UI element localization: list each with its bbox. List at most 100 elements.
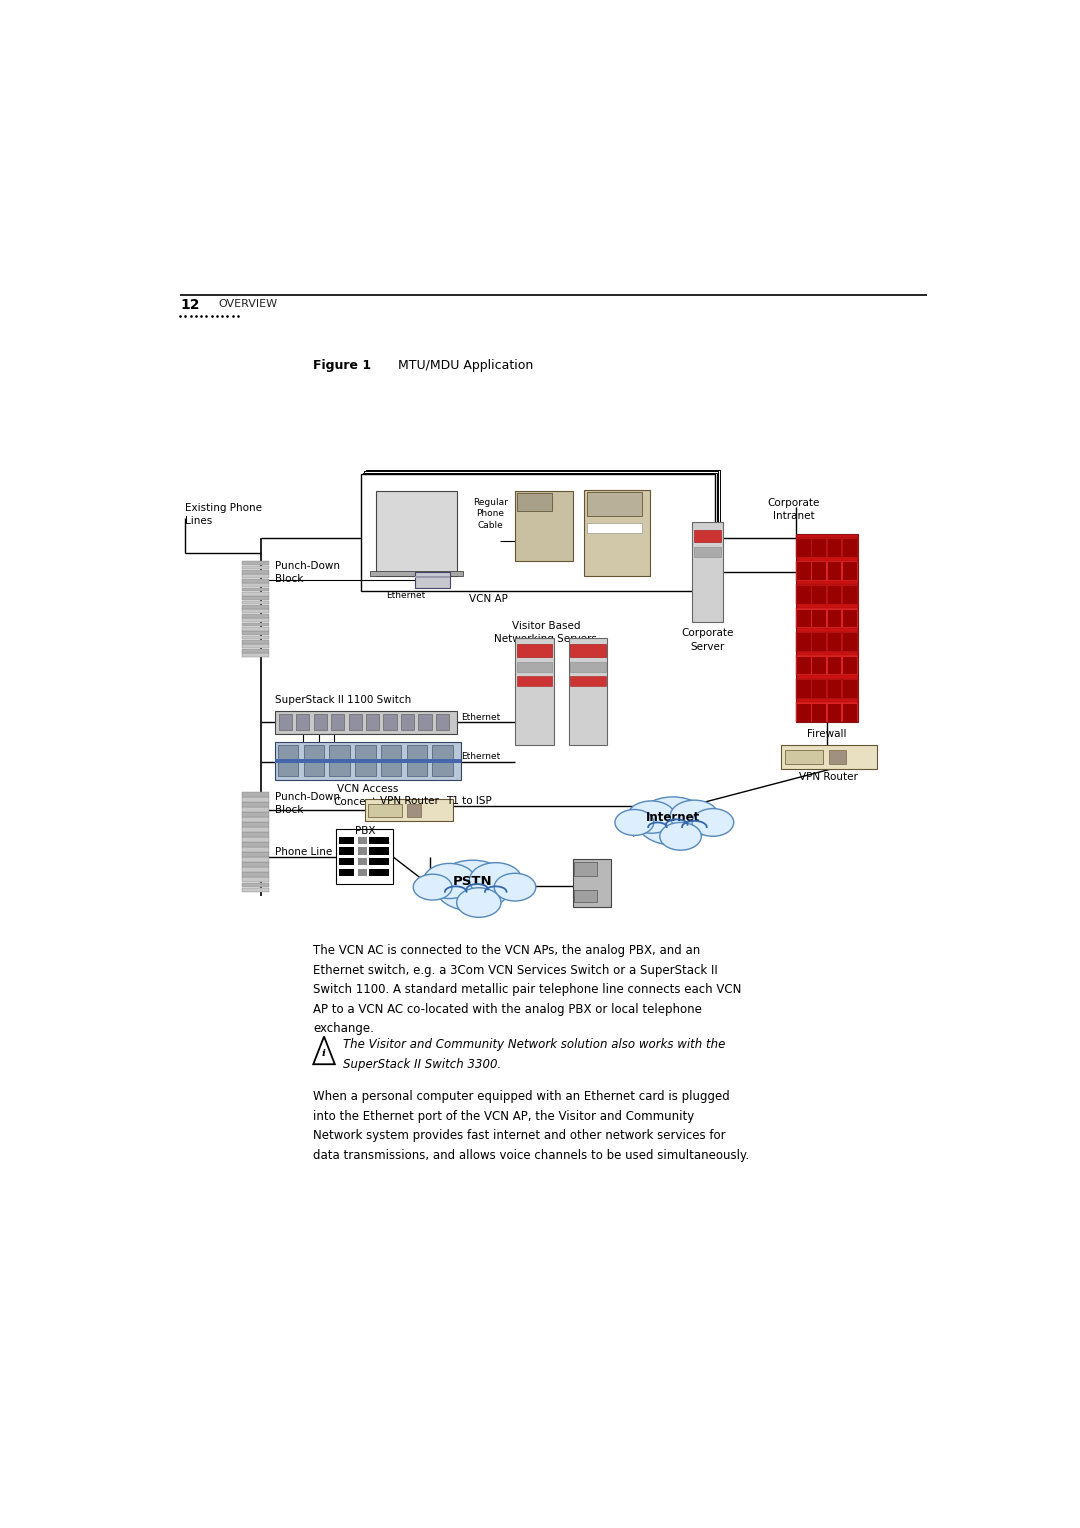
Bar [242,828,269,831]
Bar [242,622,269,626]
Ellipse shape [495,874,536,902]
Bar [366,714,379,730]
Bar [693,530,721,542]
Text: Existing Phone
Lines: Existing Phone Lines [186,503,262,526]
Bar [436,714,449,730]
Text: SuperStack II 1100 Switch: SuperStack II 1100 Switch [274,695,411,706]
Bar [242,848,269,851]
Bar [357,859,366,865]
Bar [572,859,611,908]
Bar [827,562,841,581]
Bar [242,862,269,866]
Bar [516,645,552,657]
Bar [242,584,269,587]
Bar [797,633,811,651]
Bar [357,848,366,854]
Text: Ethernet: Ethernet [386,591,424,601]
Bar [242,842,269,847]
Bar [365,799,454,821]
Bar [279,714,292,730]
Bar [242,813,269,816]
Bar [369,859,390,865]
Bar [406,746,427,776]
Bar [274,759,461,762]
Text: Phone Line: Phone Line [274,847,332,857]
Bar [797,539,811,556]
Ellipse shape [660,822,701,850]
Text: VPN Router: VPN Router [380,796,438,807]
Text: Punch-Down
Block: Punch-Down Block [274,561,340,584]
Bar [242,588,269,591]
Bar [843,633,856,651]
Bar [812,587,826,604]
Bar [415,571,449,588]
Bar [357,868,366,876]
Bar [357,837,366,843]
Bar [843,587,856,604]
Bar [796,561,858,581]
Ellipse shape [615,810,653,836]
Bar [781,746,877,769]
Bar [843,539,856,556]
Text: 12: 12 [180,298,200,312]
Bar [843,680,856,698]
Text: When a personal computer equipped with an Ethernet card is plugged
into the Ethe: When a personal computer equipped with a… [313,1091,750,1161]
Bar [812,539,826,556]
Text: VCN Access
Concentrator: VCN Access Concentrator [334,784,403,807]
Bar [278,746,298,776]
Bar [407,804,420,816]
Bar [370,570,463,576]
Ellipse shape [671,801,718,833]
Bar [364,471,718,588]
Bar [242,652,269,657]
Bar [336,828,393,885]
Bar [827,633,841,651]
Bar [843,704,856,721]
Text: MTU/MDU Application: MTU/MDU Application [397,359,534,371]
Bar [843,562,856,581]
Bar [843,610,856,628]
Bar [242,626,269,631]
Bar [339,837,353,843]
Bar [515,492,572,561]
Bar [415,576,449,579]
Bar [796,538,858,558]
Text: i: i [322,1048,326,1057]
Bar [796,533,858,723]
Bar [812,633,826,651]
Bar [355,746,376,776]
Bar [242,601,269,605]
Bar [274,741,461,781]
Bar [569,637,607,746]
Bar [586,523,643,533]
Text: Corporate
Intranet: Corporate Intranet [768,498,820,521]
Bar [383,714,396,730]
Text: VCN AP: VCN AP [469,594,508,604]
Bar [827,680,841,698]
Bar [366,469,719,587]
Bar [339,868,353,876]
Bar [242,798,269,802]
Bar [339,848,353,854]
Bar [242,872,269,877]
Bar [242,561,269,565]
Bar [570,645,606,657]
Bar [693,547,721,558]
Bar [812,704,826,721]
Bar [812,680,826,698]
Bar [797,562,811,581]
Text: Ethernet: Ethernet [461,714,500,723]
Bar [242,833,269,837]
Text: The Visitor and Community Network solution also works with the
SuperStack II Swi: The Visitor and Community Network soluti… [342,1038,725,1071]
Bar [274,711,457,733]
Bar [332,714,345,730]
Bar [242,817,269,822]
Bar [242,822,269,827]
Bar [363,472,717,590]
Bar [369,837,390,843]
Ellipse shape [434,860,511,911]
Bar [242,619,269,622]
Bar [349,714,362,730]
Bar [812,562,826,581]
Text: OVERVIEW: OVERVIEW [218,299,278,309]
